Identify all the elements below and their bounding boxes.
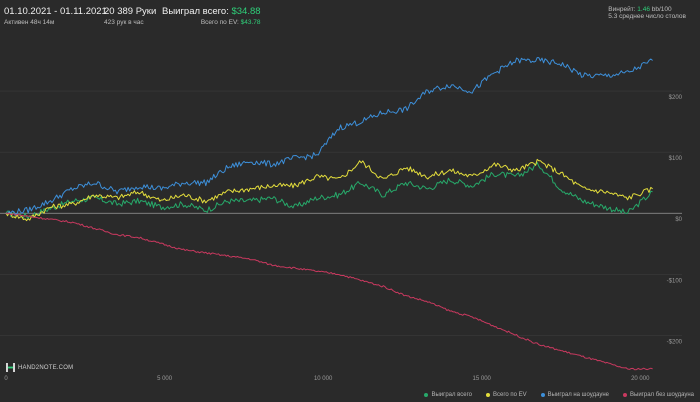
y-tick-label: $0 <box>675 217 682 223</box>
logo-text: HAND2NOTE.COM <box>18 364 74 371</box>
legend-dot-icon <box>540 393 545 397</box>
series-line-3 <box>5 57 653 216</box>
legend-label: Выиграл без шоудауна <box>630 392 694 398</box>
series-line-1 <box>5 161 653 219</box>
header-winrate: Винрейт: 1.46 bb/100 5.3 среднее число с… <box>608 6 686 20</box>
ev-label: Всего по EV: <box>200 19 239 26</box>
legend-dot-icon <box>486 393 491 397</box>
y-tick-label: $200 <box>669 95 683 101</box>
won-label: Выиграл всего: <box>162 6 229 17</box>
series-line-2 <box>5 158 653 222</box>
ev-total: Всего по EV: $43.78 <box>162 19 261 26</box>
date-range: 01.10.2021 - 01.11.2021 <box>4 6 107 17</box>
legend-item[interactable]: Выиграл без шоудауна <box>623 392 694 398</box>
won-value: $34.88 <box>231 6 261 17</box>
hands-count: 20 389 Руки <box>104 6 157 17</box>
x-tick-label: 5 000 <box>157 376 173 382</box>
legend: Выиграл всего Всего по EV Выиграл на шоуда… <box>424 392 694 398</box>
x-tick-label: 15 000 <box>473 376 492 382</box>
legend-label: Всего по EV <box>493 392 527 398</box>
series-line-4 <box>5 212 653 371</box>
ev-value: $43.78 <box>240 19 261 26</box>
legend-label: Выиграл всего <box>431 392 473 398</box>
active-time: Активен 48ч 14м <box>4 19 55 26</box>
hand2note-logo-icon <box>6 363 15 372</box>
avg-tables: 5.3 среднее число столов <box>608 13 686 20</box>
header-dates: 01.10.2021 - 01.11.2021 Активен 48ч 14м <box>4 6 107 26</box>
legend-label: Выиграл на шоудауне <box>547 392 609 398</box>
y-tick-label: -$100 <box>667 278 683 284</box>
y-tick-label: $100 <box>669 156 683 162</box>
x-tick-label: 0 <box>4 376 8 382</box>
header-won: Выиграл всего: $34.88 Всего по EV: $43.7… <box>162 6 261 26</box>
winrate: Винрейт: 1.46 bb/100 <box>608 6 686 13</box>
x-tick-label: 10 000 <box>314 376 333 382</box>
legend-item[interactable]: Всего по EV <box>486 392 527 398</box>
legend-item[interactable]: Выиграл на шоудауне <box>540 392 609 398</box>
winrate-label: Винрейт: <box>608 6 636 13</box>
x-tick-label: 20 000 <box>631 376 650 382</box>
legend-dot-icon <box>424 393 429 397</box>
legend-dot-icon <box>623 393 627 397</box>
logo: HAND2NOTE.COM <box>6 363 73 372</box>
hands-per-hour: 423 рук в час <box>104 19 144 26</box>
winrate-unit: bb/100 <box>651 6 672 13</box>
header-hands: 20 389 Руки 423 рук в час <box>104 6 156 26</box>
winrate-value: 1.46 <box>637 6 650 13</box>
won-total: Выиграл всего: $34.88 <box>162 6 261 17</box>
y-tick-label: -$200 <box>667 339 683 345</box>
legend-item[interactable]: Выиграл всего <box>424 392 472 398</box>
